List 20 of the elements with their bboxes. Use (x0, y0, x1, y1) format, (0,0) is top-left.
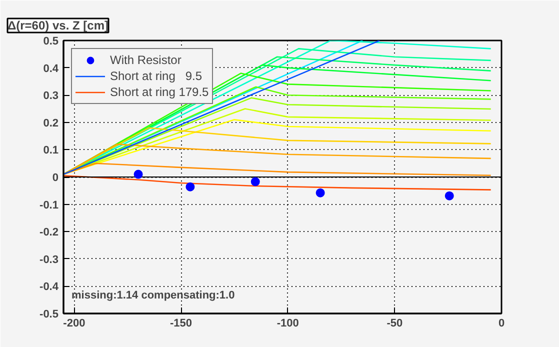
y-tick-label: -0.1 (40, 199, 59, 212)
y-tick-label: 0 (52, 172, 59, 184)
y-tick-label: 0.1 (43, 144, 59, 157)
y-tick-label: 0.2 (43, 117, 59, 130)
x-tick-label: 0 (498, 318, 505, 330)
y-tick-label: -0.2 (40, 226, 59, 239)
x-tick-label: -100 (276, 318, 299, 330)
legend-label: Short at ring 179.5 (110, 84, 209, 100)
x-tick-label: -50 (386, 318, 403, 330)
x-tick-label: -200 (63, 318, 86, 330)
y-tick-label: -0.3 (40, 254, 59, 266)
y-tick-label: 0.5 (43, 36, 59, 48)
y-tick-label: 0.4 (43, 62, 60, 75)
legend-label: Short at ring 9.5 (110, 68, 202, 84)
y-tick-label: 0.3 (43, 90, 59, 102)
x-tick-label: -150 (170, 318, 192, 330)
y-tick-label: -0.5 (40, 308, 59, 320)
legend-label: With Resistor (110, 52, 182, 68)
annotation: missing:1.14 compensating:1.0 (72, 290, 235, 302)
y-tick-label: -0.4 (40, 281, 60, 294)
